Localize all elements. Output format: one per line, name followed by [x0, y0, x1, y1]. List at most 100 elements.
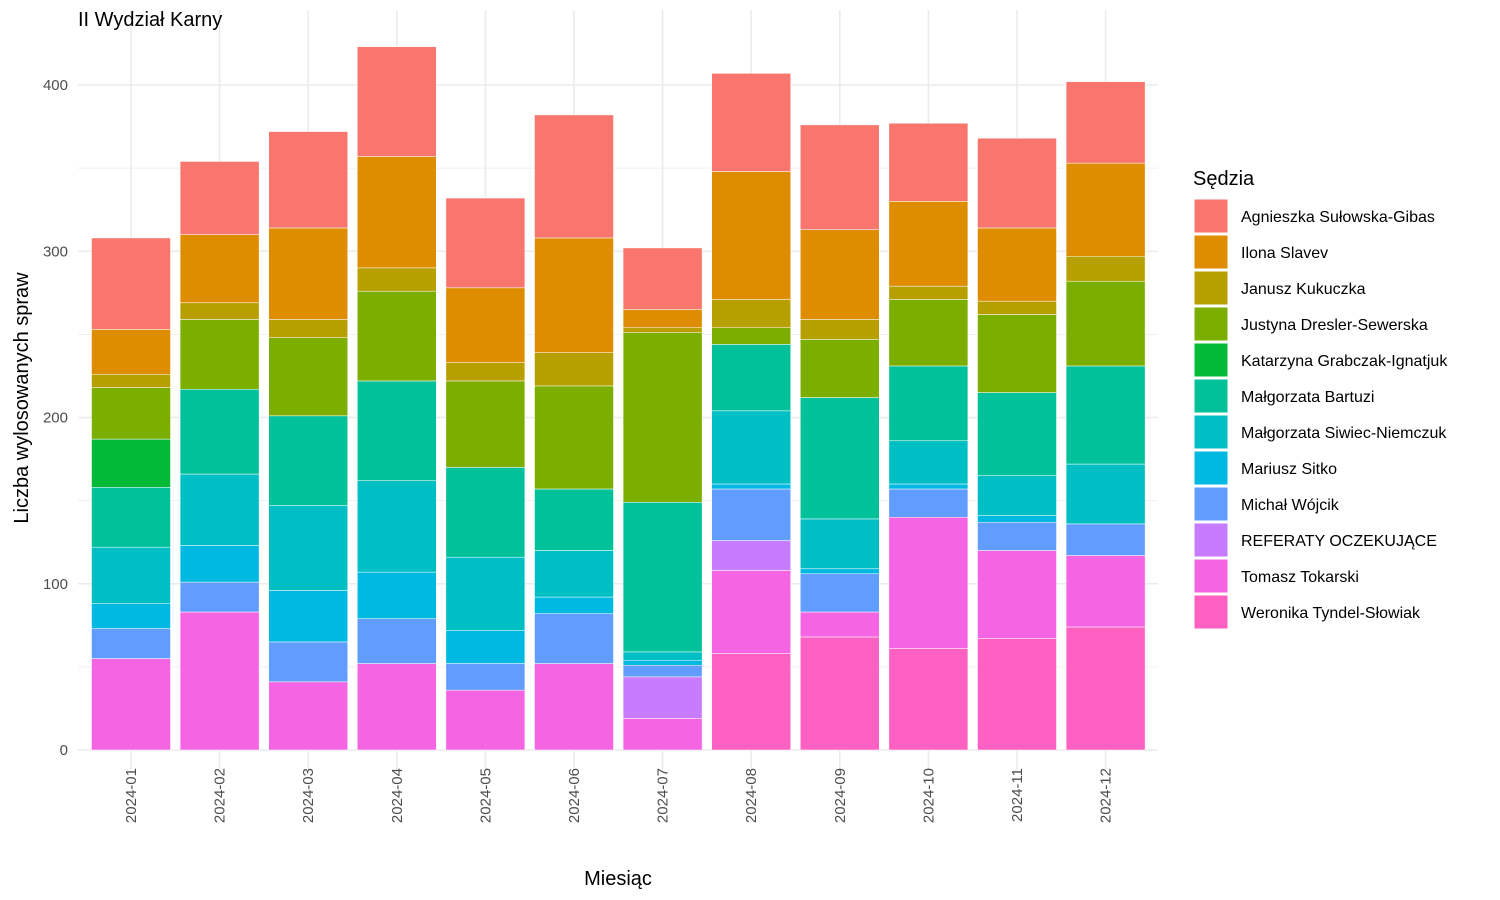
x-tick-label: 2024-02: [212, 768, 229, 823]
bar-segment: [268, 131, 348, 229]
x-tick-label: 2024-10: [920, 768, 937, 823]
bar-segment: [711, 171, 791, 300]
bar-segment: [179, 302, 260, 320]
bar-segment: [268, 590, 348, 643]
bar-segment: [1065, 626, 1146, 751]
legend-swatch: [1193, 486, 1229, 522]
bar-segment: [268, 641, 348, 683]
x-tick-labels: 2024-01 2024-02 2024-03 2024-04 2024-05 2024-…: [123, 768, 1115, 823]
bar-segment: [357, 290, 437, 382]
bar-segment: [711, 488, 791, 541]
bar-segment: [800, 229, 880, 320]
legend-label: Weronika Tyndel-Słowiak: [1241, 605, 1421, 622]
bar-segment: [91, 374, 171, 388]
bar-segment: [445, 630, 526, 664]
bar-segment: [800, 611, 880, 638]
bar-segment: [711, 653, 791, 751]
bar-segment: [1065, 365, 1146, 465]
bar-segment: [534, 488, 614, 551]
bar-segment: [357, 380, 437, 481]
bar-segment: [977, 515, 1057, 523]
bar-segment: [179, 319, 260, 390]
bar-segment: [91, 387, 171, 440]
bar-segment: [1065, 162, 1146, 257]
bar-segment: [888, 440, 969, 485]
bar-segment: [357, 46, 437, 157]
bar-segment: [91, 658, 171, 751]
bar-segment: [179, 388, 260, 475]
bar-segment: [800, 573, 880, 613]
bar-segment: [268, 227, 348, 320]
bar-segment: [445, 467, 526, 558]
y-tick-label: 200: [43, 410, 68, 427]
bar-segment: [977, 300, 1057, 315]
bar-segment: [534, 237, 614, 353]
bar-segment: [888, 483, 969, 490]
bar-segment: [268, 681, 348, 751]
bar-segment: [800, 397, 880, 520]
bar-segment: [977, 227, 1057, 302]
legend-label: REFERATY OCZEKUJĄCE: [1241, 533, 1437, 550]
bar-segment: [179, 581, 260, 613]
bar-segment: [1065, 555, 1146, 628]
bar-segment: [888, 517, 969, 649]
x-tick-label: 2024-01: [123, 768, 140, 823]
x-tick-label: 2024-05: [477, 768, 494, 823]
bar-segment: [711, 344, 791, 412]
bar-segment: [445, 197, 526, 289]
bar-segment: [711, 73, 791, 172]
bar-segment: [800, 518, 880, 570]
legend-swatch: [1193, 378, 1229, 414]
y-tick-label: 400: [43, 77, 68, 94]
legend-swatch: [1193, 342, 1229, 378]
bar-segment: [622, 502, 703, 653]
legend-label: Agnieszka Sułowska-Gibas: [1241, 209, 1435, 226]
bar-segment: [977, 638, 1057, 751]
bar-segment: [888, 488, 969, 518]
bar-segment: [179, 611, 260, 751]
legend-swatch: [1193, 414, 1229, 450]
legend-label: Mariusz Sitko: [1241, 461, 1337, 478]
bar-segment: [179, 473, 260, 546]
legend-swatch: [1193, 270, 1229, 306]
bar-segment: [711, 327, 791, 345]
bar-segment: [445, 287, 526, 363]
bar-segment: [1065, 81, 1146, 164]
bar-segment: [179, 234, 260, 304]
bar-segment: [357, 663, 437, 751]
bar-segment: [91, 628, 171, 659]
bar-segment: [268, 415, 348, 506]
bar-segment: [1065, 280, 1146, 367]
bar-segment: [622, 664, 703, 678]
bar-segment: [711, 570, 791, 654]
legend-label: Janusz Kukuczka: [1241, 281, 1366, 298]
chart-title: II Wydział Karny: [78, 9, 222, 31]
y-tick-labels: 0 100 200 300 400: [43, 77, 68, 759]
y-tick-label: 0: [60, 742, 68, 759]
bar-segment: [534, 352, 614, 387]
legend-label: Tomasz Tokarski: [1241, 569, 1359, 586]
legend: Sędzia Agnieszka Sułowska-Gibas Ilona Sla…: [1193, 168, 1448, 630]
bar-segment: [800, 319, 880, 340]
bar-segment: [800, 568, 880, 575]
bar-segment: [445, 663, 526, 691]
legend-swatch: [1193, 522, 1229, 558]
x-tick-label: 2024-12: [1098, 768, 1115, 823]
bar-segment: [357, 156, 437, 269]
bar-segment: [800, 124, 880, 230]
x-axis-title: Miesiąc: [584, 868, 652, 890]
bar-segment: [1065, 523, 1146, 556]
x-tick-label: 2024-04: [389, 768, 406, 823]
legend-label: Ilona Slavev: [1241, 245, 1328, 262]
legend-label: Małgorzata Siwiec-Niemczuk: [1241, 425, 1447, 442]
bar-segment: [534, 613, 614, 664]
bar-segment: [977, 521, 1057, 551]
bar-segment: [622, 247, 703, 310]
bar-segment: [91, 603, 171, 629]
bar-segment: [179, 161, 260, 235]
x-tick-label: 2024-03: [300, 768, 317, 823]
legend-swatch: [1193, 234, 1229, 270]
x-tick-label: 2024-08: [743, 768, 760, 823]
bar-segment: [1065, 463, 1146, 525]
bar-segment: [622, 676, 703, 719]
